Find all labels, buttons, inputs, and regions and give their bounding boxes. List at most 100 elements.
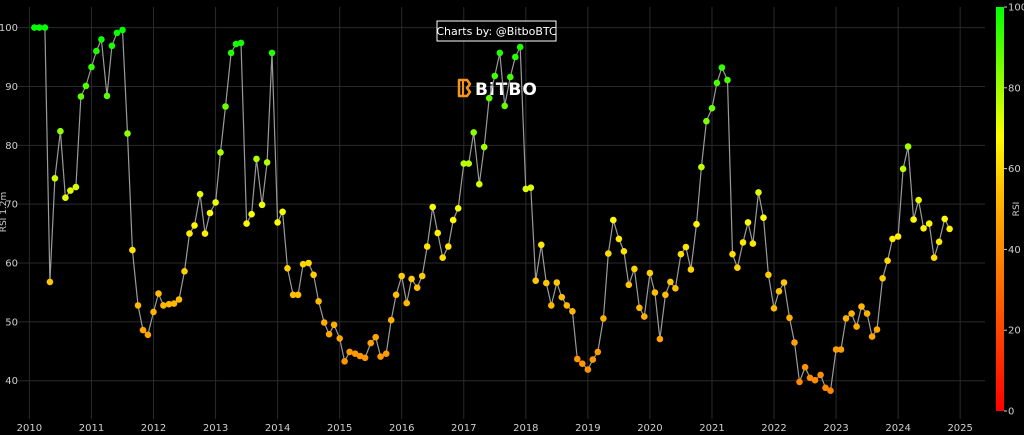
rsi-point (600, 315, 607, 322)
rsi-point (160, 302, 167, 309)
rsi-point (72, 183, 80, 191)
rsi-point (672, 285, 679, 292)
rsi-point (284, 265, 291, 272)
rsi-point (780, 279, 788, 286)
x-axis-ticks: 2010 2011 2012 2013 2014 2015 2016 2017 2018 2019… (17, 423, 973, 434)
rsi-point (884, 257, 891, 265)
rsi-point (935, 238, 943, 246)
rsi-point (646, 269, 654, 277)
rsi-point (827, 387, 834, 395)
rsi-point (791, 339, 798, 346)
rsi-point (217, 149, 224, 156)
x-tick-label: 2011 (79, 423, 104, 434)
rsi-point (403, 299, 411, 307)
rsi-point (548, 302, 555, 309)
rsi-point (703, 117, 710, 125)
rsi-point (429, 203, 437, 211)
rsi-point (708, 104, 716, 112)
colorbar-gradient (996, 7, 1004, 411)
rsi-point (480, 143, 488, 151)
rsi-point (532, 277, 539, 285)
rsi-point (724, 76, 731, 84)
rsi-point (294, 291, 302, 299)
rsi-point (786, 314, 793, 322)
rsi-point (543, 279, 550, 287)
rsi-point (413, 284, 421, 292)
rsi-point (392, 291, 400, 299)
rsi-point (423, 243, 431, 250)
rsi-point (222, 103, 229, 110)
bitbo-logo-icon (457, 78, 472, 98)
rsi-point (925, 220, 933, 227)
rsi-point (367, 339, 375, 347)
rsi-point (274, 219, 281, 226)
colorbar-tick-label: 80 (1008, 83, 1021, 94)
y-tick-label: 40 (5, 376, 18, 387)
rsi-point (755, 189, 762, 196)
rsi-point (36, 24, 43, 31)
rsi-point (77, 93, 85, 100)
rsi-point (129, 246, 136, 254)
rsi-point (594, 348, 602, 356)
rsi-point (822, 384, 829, 392)
rsi-point (248, 210, 255, 218)
rsi-point (837, 346, 845, 353)
x-tick-label: 2021 (699, 423, 724, 434)
rsi-point (351, 350, 359, 358)
rsi-point (237, 39, 245, 47)
rsi-point (170, 300, 178, 307)
rsi-point (258, 201, 266, 209)
rsi-point (605, 250, 612, 257)
rsi-point (408, 275, 415, 283)
rsi-point (615, 235, 623, 243)
rsi-point (253, 155, 260, 163)
rsi-point (103, 92, 111, 100)
rsi-point (289, 291, 297, 299)
colorbar-tick-label: 60 (1008, 164, 1021, 175)
rsi-point (858, 303, 865, 310)
rsi-point (806, 374, 814, 382)
colorbar-tick-label: 40 (1008, 245, 1021, 256)
rsi-point (879, 275, 886, 282)
rsi-point (51, 175, 59, 182)
x-tick-label: 2013 (203, 423, 228, 434)
rsi-point (853, 323, 860, 330)
rsi-point (191, 222, 198, 229)
rsi-point (801, 363, 809, 371)
rsi-point (243, 220, 250, 227)
rsi-point (687, 266, 695, 273)
rsi-point (538, 241, 545, 249)
rsi-point (713, 79, 721, 87)
y-axis-ticks: 40 50 60 70 80 90 100 (0, 23, 18, 387)
rsi-point (361, 354, 369, 362)
rsi-point (325, 330, 333, 338)
rsi-point (46, 278, 54, 286)
rsi-point (57, 127, 64, 135)
rsi-point (372, 333, 380, 341)
rsi-point (946, 225, 953, 233)
rsi-point (620, 248, 628, 255)
rsi-point (584, 366, 592, 373)
colorbar-ticks: 0 20 40 60 80 100 (1004, 3, 1024, 418)
rsi-point (718, 64, 726, 71)
rsi-point (41, 24, 49, 31)
rsi-point (88, 63, 95, 71)
rsi-point (516, 43, 524, 51)
x-tick-label: 2020 (637, 423, 662, 434)
x-tick-label: 2016 (389, 423, 414, 434)
rsi-point (279, 208, 286, 216)
rsi-point (186, 230, 193, 237)
x-tick-label: 2014 (265, 423, 290, 434)
rsi-point (868, 333, 876, 340)
rsi-point (62, 194, 69, 201)
rsi-point (382, 350, 390, 358)
rsi-point (98, 36, 105, 43)
rsi-point (232, 40, 240, 48)
rsi-point (212, 199, 219, 206)
rsi-point (398, 272, 406, 280)
x-tick-label: 2015 (327, 423, 352, 434)
rsi-point (651, 289, 659, 296)
rsi-point (656, 335, 664, 343)
rsi-point (507, 73, 514, 81)
